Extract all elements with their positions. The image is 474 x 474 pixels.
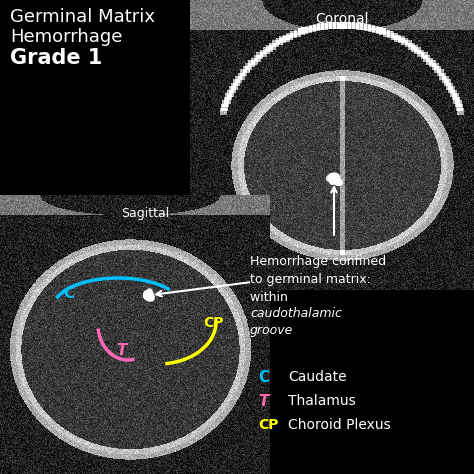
Text: C: C: [63, 286, 74, 301]
Point: [328, 173, 336, 180]
Point: [144, 288, 152, 295]
Point: [144, 291, 151, 298]
Text: Sagittal: Sagittal: [121, 207, 169, 220]
Point: [328, 178, 336, 185]
Text: Germinal Matrix: Germinal Matrix: [10, 8, 155, 26]
Text: T: T: [116, 343, 127, 358]
Point: [330, 174, 338, 182]
Text: Thalamus: Thalamus: [288, 394, 356, 408]
Text: Hemorrhage: Hemorrhage: [10, 28, 122, 46]
Text: CP: CP: [258, 418, 279, 432]
Text: Caudate: Caudate: [288, 370, 346, 384]
Point: [335, 178, 343, 186]
Text: Hemorrhage confined
to germinal matrix:
within: Hemorrhage confined to germinal matrix: …: [250, 255, 386, 304]
Text: C: C: [258, 370, 269, 385]
Point: [333, 179, 340, 186]
Point: [328, 175, 336, 182]
Point: [144, 291, 152, 299]
Text: Coronal: Coronal: [315, 12, 369, 26]
Text: Choroid Plexus: Choroid Plexus: [288, 418, 391, 432]
Text: caudothalamic
groove: caudothalamic groove: [250, 307, 342, 337]
Point: [143, 290, 150, 297]
Text: T: T: [258, 394, 268, 409]
Point: [332, 174, 339, 182]
Point: [325, 174, 333, 182]
Text: Grade 1: Grade 1: [10, 48, 102, 68]
Point: [145, 287, 153, 295]
Point: [147, 294, 155, 302]
Point: [145, 294, 153, 302]
Point: [332, 177, 340, 184]
Text: CP: CP: [203, 316, 224, 330]
Point: [327, 173, 334, 180]
Point: [330, 173, 337, 181]
Point: [146, 294, 154, 301]
Point: [147, 292, 155, 300]
